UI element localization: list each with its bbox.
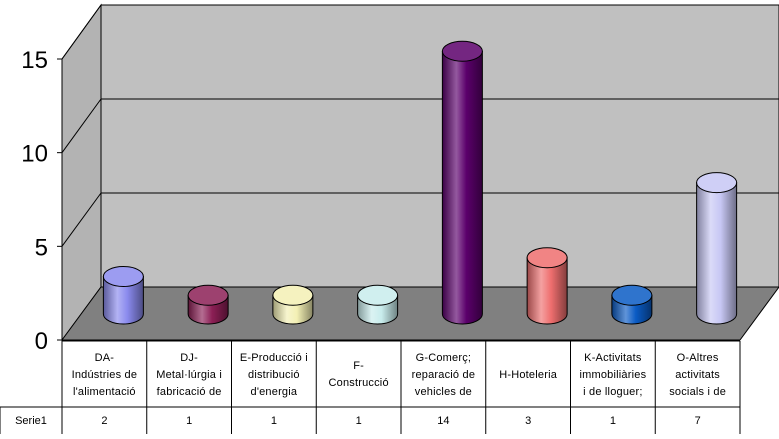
y-tick-label: 10 [21, 141, 48, 168]
side-wall [61, 3, 102, 342]
series-label: Serie1 [15, 415, 47, 427]
bar-top [187, 284, 229, 306]
gridline [61, 4, 102, 60]
bar-top [526, 247, 568, 269]
data-label: 1 [186, 415, 193, 427]
floor [61, 286, 779, 341]
bar [102, 275, 144, 325]
data-label: 14 [437, 415, 450, 427]
bar [441, 50, 483, 325]
bar-top [102, 265, 144, 287]
y-tick-label: 5 [35, 234, 48, 261]
bar-top [441, 40, 483, 62]
data-label: 1 [609, 415, 616, 427]
category-label: O-Altres activitats socials i de [669, 351, 727, 398]
category-label: F- Construcció [328, 360, 389, 389]
bar-top [357, 284, 399, 306]
data-label: 3 [525, 415, 532, 427]
category-label: DJ- Metal·lúrgia i fabricació de [156, 351, 222, 398]
y-tick-label: 0 [35, 328, 48, 355]
gridline [61, 192, 102, 247]
data-label: 2 [101, 415, 108, 427]
gridline [61, 98, 102, 153]
back-wall [100, 4, 779, 288]
bar-top [696, 172, 738, 194]
category-label: E-Producció i distribució d'energia [239, 351, 308, 398]
y-tick-label: 15 [21, 47, 48, 74]
data-label: 7 [694, 415, 701, 427]
bar [696, 182, 738, 325]
data-label: 1 [355, 415, 362, 427]
bar [526, 257, 568, 325]
category-label: K-Activitats immobiliàries i de lloguer; [579, 351, 647, 398]
bar-top [272, 284, 314, 306]
bar-top [611, 284, 653, 306]
category-label: H-Hoteleria [499, 368, 558, 381]
category-label: DA- Indústries de l'alimentació [71, 351, 138, 398]
data-label: 1 [270, 415, 277, 427]
category-label: G-Comerç; reparació de vehicles de [411, 351, 476, 398]
